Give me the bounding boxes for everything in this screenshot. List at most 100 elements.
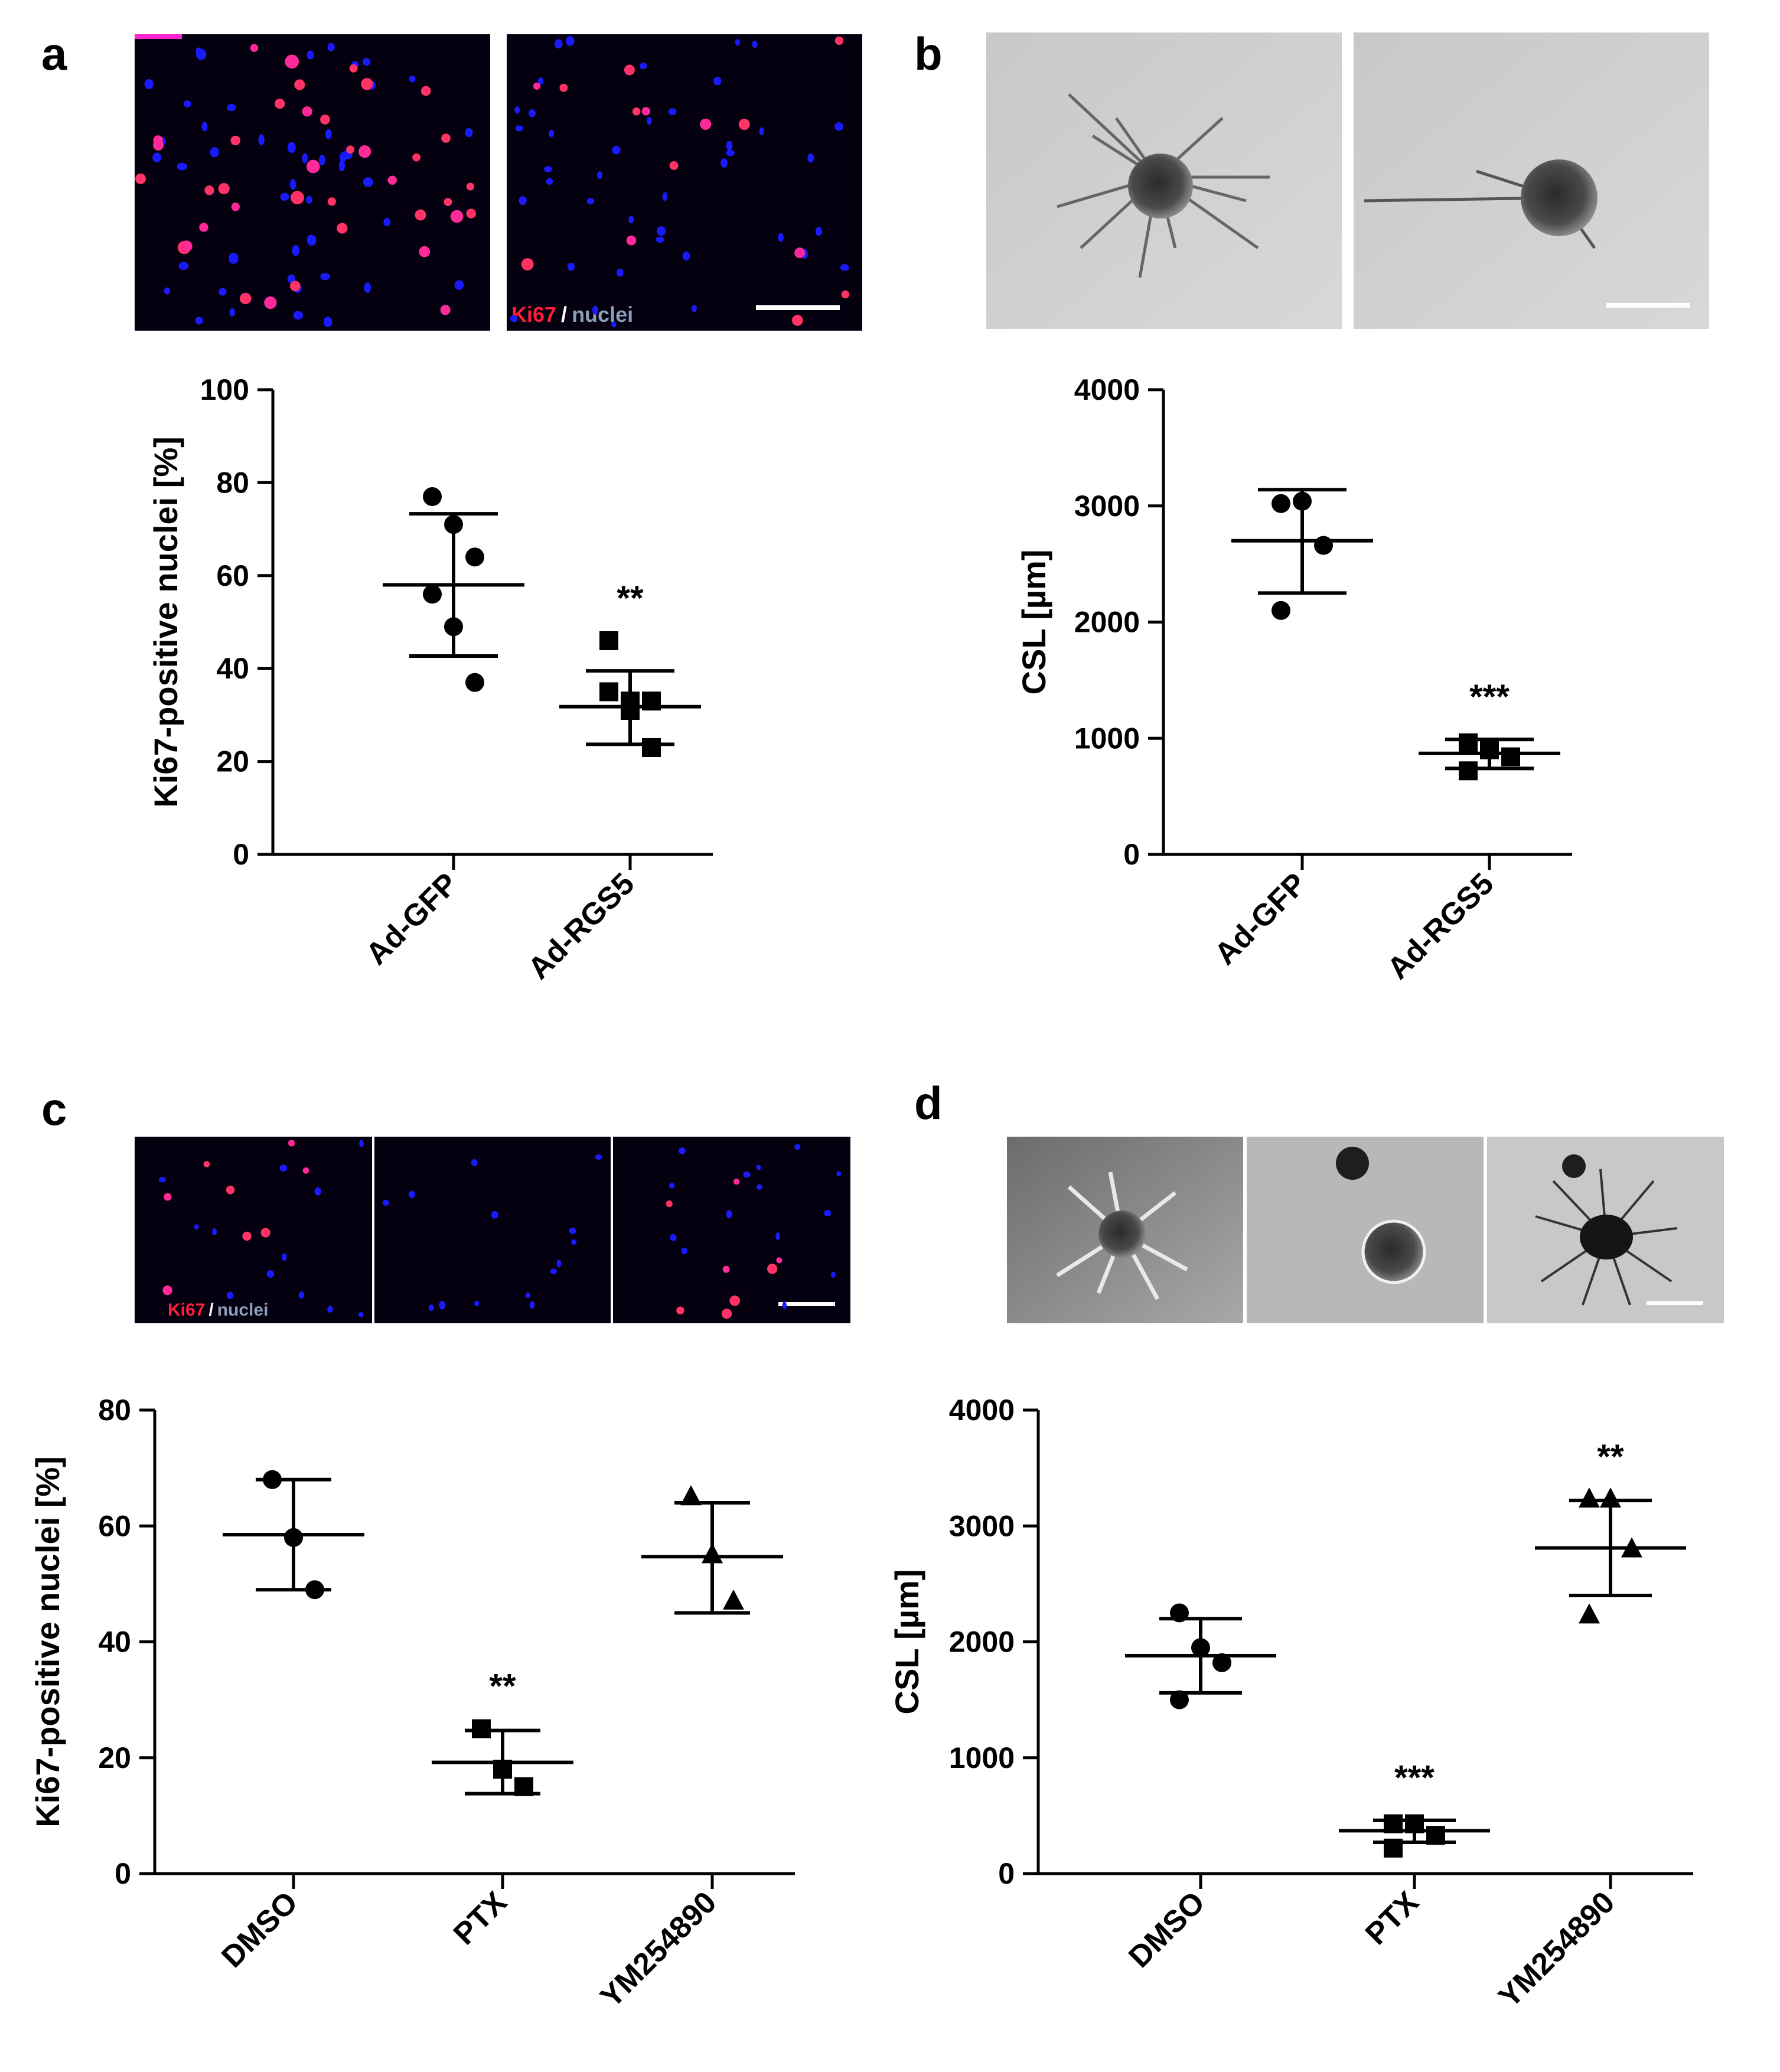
spheroid-debris xyxy=(1336,1147,1369,1180)
nucleus-dot xyxy=(592,305,599,315)
ki67-dot xyxy=(441,133,451,143)
y-axis-label: Ki67-positive nuclei [%] xyxy=(29,1456,66,1828)
y-tick-label: 80 xyxy=(98,1394,131,1427)
ki67-dot xyxy=(559,83,568,92)
x-tick-label: Ad-RGS5 xyxy=(1381,866,1500,986)
x-tick-label: DMSO xyxy=(1122,1885,1211,1974)
y-tick-label: 4000 xyxy=(949,1394,1015,1427)
significance-label: ** xyxy=(1597,1438,1624,1476)
nucleus-dot xyxy=(544,166,552,172)
nucleus-dot xyxy=(824,1209,832,1216)
data-point xyxy=(465,547,484,567)
legend-ki67: Ki67 xyxy=(168,1300,205,1320)
ki67-dot xyxy=(466,182,475,191)
data-point xyxy=(599,631,618,650)
nucleus-dot xyxy=(647,117,652,125)
nucleus-dot xyxy=(226,103,236,112)
nucleus-dot xyxy=(726,149,735,156)
y-tick-label: 40 xyxy=(216,652,249,685)
nucleus-dot xyxy=(550,1268,558,1274)
ki67-dot xyxy=(626,235,637,246)
ki67-dot xyxy=(260,1228,270,1238)
ki67-dot xyxy=(288,1140,295,1147)
nucleus-dot xyxy=(306,195,312,204)
data-point xyxy=(1579,1603,1600,1624)
chart-c-ki67: 0 20 40 60 80 Ki67-positive nuclei [%] DMSO PTX… xyxy=(29,1394,795,2014)
nucleus-dot xyxy=(323,316,332,328)
spheroid-dmso xyxy=(1098,1210,1146,1258)
nucleus-dot xyxy=(529,109,536,118)
ki67-dot xyxy=(624,64,635,76)
nucleus-dot xyxy=(471,1159,478,1167)
ki67-image-ad-gfp xyxy=(135,34,490,331)
ki67-dot xyxy=(199,223,208,232)
y-tick-label: 40 xyxy=(98,1626,131,1659)
ki67-dot xyxy=(250,44,259,52)
x-tick-label: PTX xyxy=(447,1885,514,1952)
ki67-dot xyxy=(533,82,541,90)
nucleus-dot xyxy=(178,262,189,270)
nucleus-dot xyxy=(510,315,518,322)
ki67-dot xyxy=(412,153,421,162)
data-point xyxy=(1459,733,1478,753)
y-tick-label: 20 xyxy=(216,745,249,778)
nucleus-dot xyxy=(287,274,296,283)
data-point xyxy=(599,682,618,701)
nuclei-dots xyxy=(135,43,476,328)
nucleus-dot xyxy=(726,141,733,151)
nucleus-dot xyxy=(682,252,690,261)
chart-b-csl: 0 1000 2000 3000 4000 CSL [µm] Ad-GFP Ad-RGS5 **… xyxy=(1015,373,1572,986)
nuclei-dots xyxy=(666,1144,842,1319)
nucleus-dot xyxy=(662,192,668,201)
micrograph-c: Ki67/nuclei xyxy=(135,1137,850,1323)
nucleus-dot xyxy=(164,287,171,295)
ki67-dot xyxy=(294,79,305,90)
ki67-dot xyxy=(203,1161,210,1167)
nucleus-dot xyxy=(474,1300,480,1307)
legend-ki67: Ki67 xyxy=(511,302,556,327)
ki67-dot xyxy=(239,292,252,305)
ki67-dot xyxy=(729,1295,740,1306)
nucleus-dot xyxy=(617,269,624,277)
x-tick-label: YM254890 xyxy=(1492,1885,1622,2014)
y-tick-label: 0 xyxy=(1123,838,1140,871)
ki67-dot xyxy=(164,1193,172,1201)
nucleus-dot xyxy=(364,282,371,293)
spheroid-ad-rgs5 xyxy=(1521,159,1598,236)
spheroid-ptx xyxy=(1361,1219,1426,1284)
ki67-dot xyxy=(320,115,330,125)
nucleus-dot xyxy=(266,1270,275,1278)
scale-bar xyxy=(1647,1301,1703,1305)
y-tick-label: 0 xyxy=(233,838,249,871)
x-tick-label: PTX xyxy=(1359,1885,1426,1952)
nuclei-dots xyxy=(158,1140,364,1317)
nucleus-dot xyxy=(530,1301,535,1309)
nucleus-dot xyxy=(363,177,373,187)
ki67-dot xyxy=(841,290,850,299)
data-point xyxy=(1170,1690,1189,1709)
ki67-dot xyxy=(722,1265,730,1273)
ki67-dot xyxy=(632,107,641,116)
ki67-dot xyxy=(346,145,355,154)
ki67-dot xyxy=(794,247,806,259)
nucleus-dot xyxy=(409,76,416,83)
ki67-dot xyxy=(242,1231,252,1241)
nucleus-dot xyxy=(219,288,227,296)
y-tick-label: 3000 xyxy=(1074,490,1140,523)
y-tick-label: 3000 xyxy=(949,1509,1015,1542)
nucleus-dot xyxy=(612,145,621,155)
nucleus-dot xyxy=(195,47,202,54)
ki67-dot xyxy=(440,305,451,315)
ki67-image-dmso xyxy=(135,1137,372,1323)
ki67-dot xyxy=(521,258,534,270)
data-point xyxy=(1314,536,1333,555)
nucleus-dot xyxy=(726,1210,732,1219)
nucleus-dot xyxy=(491,1210,498,1219)
nucleus-dot xyxy=(546,178,553,185)
ki67-dot xyxy=(641,107,651,116)
nucleus-dot xyxy=(556,1259,562,1268)
nucleus-dot xyxy=(571,1239,577,1245)
nucleus-dot xyxy=(537,77,544,85)
ki67-dot xyxy=(419,246,431,257)
nucleus-dot xyxy=(515,125,523,132)
